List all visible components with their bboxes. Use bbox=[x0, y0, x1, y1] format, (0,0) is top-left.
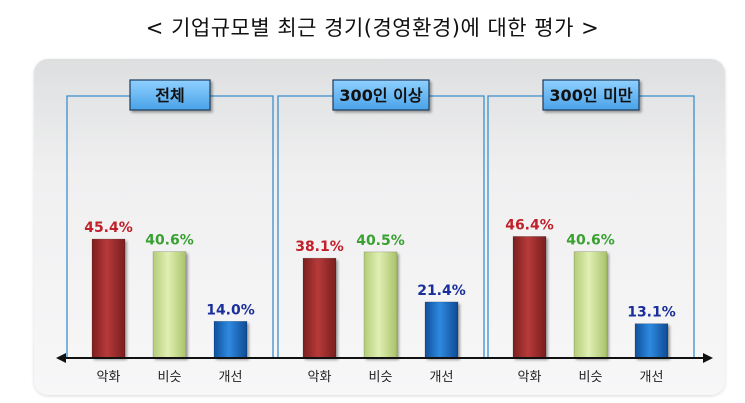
panel-2: 300인 이상 38.1% 악화 40.5% 비슷 21.4% 개선 bbox=[277, 79, 485, 385]
data-label: 14.0% bbox=[206, 302, 255, 318]
panel-title: 전체 bbox=[155, 86, 184, 105]
category-label: 개선 bbox=[430, 370, 454, 385]
chart-title: < 기업규모별 최근 경기(경영환경)에 대한 평가 > bbox=[145, 16, 600, 40]
data-label: 46.4% bbox=[505, 217, 554, 233]
panel-tag bbox=[129, 79, 211, 111]
bar-chart: 전체 45.4% 악화 40.6% 비슷 14.0% 개선 300인 이상 38.1% 악화 40.… bbox=[56, 79, 713, 385]
category-label: 비슷 bbox=[579, 370, 603, 385]
bar-비슷 bbox=[363, 251, 398, 359]
category-label: 악화 bbox=[518, 370, 542, 385]
panel-tag bbox=[332, 79, 430, 111]
panel-1: 전체 45.4% 악화 40.6% 비슷 14.0% 개선 bbox=[66, 79, 274, 385]
category-label: 개선 bbox=[640, 370, 664, 385]
bar-개선 bbox=[634, 323, 669, 359]
data-label: 45.4% bbox=[84, 220, 133, 236]
panel-3: 300인 미만 46.4% 악화 40.6% 비슷 13.1% 개선 bbox=[487, 79, 695, 385]
data-label: 40.6% bbox=[566, 233, 615, 249]
data-label: 38.1% bbox=[295, 239, 344, 255]
bar-비슷 bbox=[573, 251, 608, 359]
bar-악화 bbox=[91, 238, 126, 359]
axis-arrow-right-icon bbox=[703, 353, 713, 363]
chart-area: 전체 45.4% 악화 40.6% 비슷 14.0% 개선 300인 이상 38.1% 악화 40.… bbox=[34, 59, 725, 395]
category-label: 악화 bbox=[308, 370, 332, 385]
bar-악화 bbox=[302, 257, 337, 359]
panel-title: 300인 이상 bbox=[339, 86, 422, 105]
category-label: 비슷 bbox=[369, 370, 393, 385]
axis-arrow-left-icon bbox=[56, 353, 66, 363]
bar-비슷 bbox=[152, 251, 187, 359]
category-label: 비슷 bbox=[158, 370, 182, 385]
category-label: 악화 bbox=[97, 370, 121, 385]
data-label: 40.5% bbox=[356, 233, 405, 249]
category-label: 개선 bbox=[219, 370, 243, 385]
data-label: 21.4% bbox=[417, 283, 466, 299]
data-label: 40.6% bbox=[145, 233, 194, 249]
data-label: 13.1% bbox=[627, 305, 676, 321]
panel-title: 300인 미만 bbox=[549, 86, 632, 105]
bar-개선 bbox=[424, 301, 459, 359]
panel-tag bbox=[542, 79, 640, 111]
bar-개선 bbox=[213, 321, 248, 359]
bar-악화 bbox=[512, 236, 547, 359]
